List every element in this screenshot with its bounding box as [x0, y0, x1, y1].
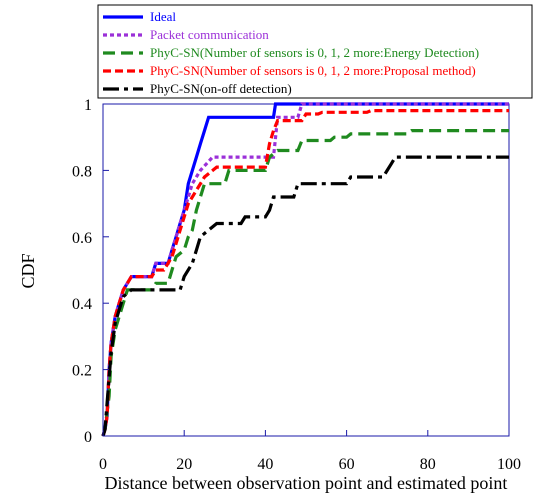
legend-label: Packet communication: [150, 27, 269, 42]
x-tick-label: 100: [497, 456, 521, 473]
x-tick-label: 20: [176, 456, 192, 473]
x-tick-label: 0: [99, 456, 107, 473]
series-line-2: [101, 102, 509, 437]
legend-label: PhyC-SN(Number of sensors is 0, 1, 2 mor…: [150, 45, 479, 60]
legend-label: PhyC-SN(on-off detection): [150, 81, 292, 96]
y-tick-label: 1: [84, 97, 92, 114]
x-tick-label: 60: [339, 456, 355, 473]
x-tick-label: 80: [420, 456, 436, 473]
legend-label: PhyC-SN(Number of sensors is 0, 1, 2 mor…: [150, 63, 476, 78]
legend-items: Ideal Packet communication PhyC-SN(Number …: [103, 9, 479, 96]
series-layer: [101, 102, 509, 437]
series-line-5: [101, 155, 509, 437]
legend-label: Ideal: [150, 9, 176, 24]
tick-layer: 0 20 40 60 80 100 0 0.2 0.4 0.6 0.8 1: [72, 97, 521, 473]
y-tick-label: 0.6: [72, 230, 92, 247]
x-tick-label: 40: [257, 456, 273, 473]
legend: Ideal Packet communication PhyC-SN(Number …: [97, 4, 533, 99]
series-line-3: [101, 129, 509, 437]
legend-box: [97, 4, 533, 99]
y-tick-label: 0.4: [72, 296, 92, 313]
y-axis-title: CDF: [18, 253, 38, 288]
x-axis-title: Distance between observation point and e…: [105, 473, 508, 493]
y-tick-label: 0.2: [72, 363, 92, 380]
y-tick-label: 0.8: [72, 163, 92, 180]
series-line-4: [101, 108, 509, 437]
y-tick-label: 0: [84, 429, 92, 446]
